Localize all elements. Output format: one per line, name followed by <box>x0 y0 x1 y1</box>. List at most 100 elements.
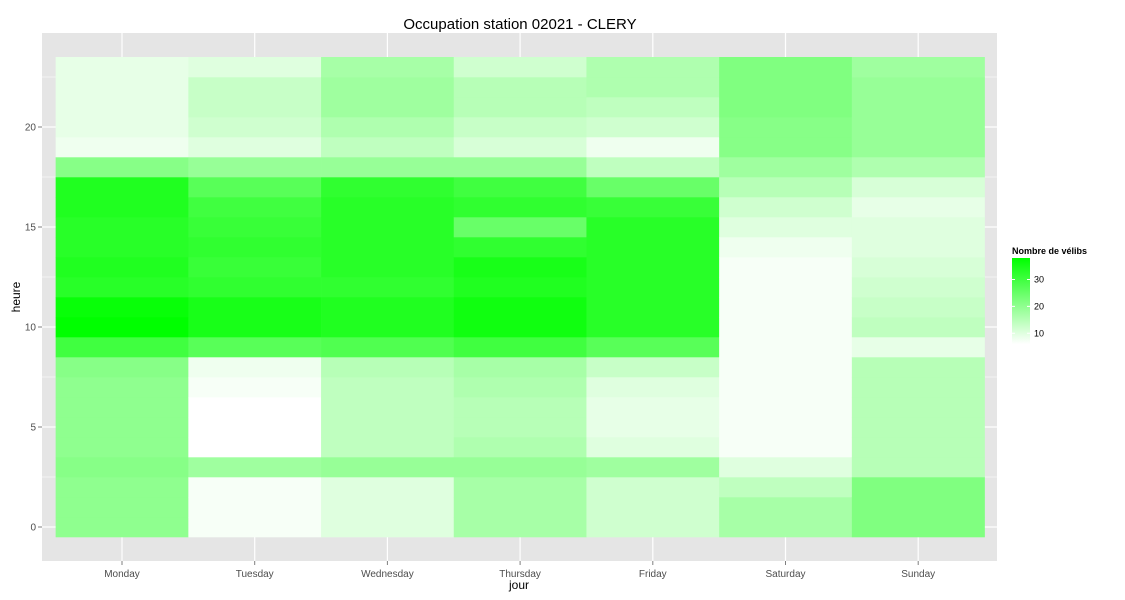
y-axis: 0 5 10 15 20 <box>25 123 42 534</box>
heatmap-cell <box>188 217 322 238</box>
heatmap-cell <box>453 157 587 178</box>
heatmap-cell <box>719 117 853 138</box>
heatmap-cell <box>321 417 455 438</box>
heatmap-cell <box>55 117 189 138</box>
heatmap-cell <box>453 197 587 218</box>
heatmap-cell <box>55 237 189 258</box>
y-tick-label: 5 <box>30 423 36 434</box>
heatmap-cell <box>321 217 455 238</box>
heatmap-cell <box>453 317 587 338</box>
heatmap-cell <box>321 297 455 318</box>
heatmap-cell <box>55 337 189 358</box>
heatmap-cell <box>453 497 587 518</box>
heatmap-cell <box>719 237 853 258</box>
heatmap-cell <box>55 457 189 478</box>
heatmap-cell <box>188 397 322 418</box>
y-axis-title: heure <box>9 281 23 312</box>
heatmap-cell <box>586 257 720 278</box>
heatmap-cell <box>55 517 189 538</box>
heatmap-cell <box>188 417 322 438</box>
heatmap-cell <box>188 437 322 458</box>
heatmap-cell <box>188 317 322 338</box>
heatmap-cell <box>719 497 853 518</box>
heatmap-cell <box>586 217 720 238</box>
heatmap-cell <box>851 477 985 498</box>
heatmap-cell <box>321 137 455 158</box>
heatmap-cell <box>586 117 720 138</box>
heatmap-cell <box>586 157 720 178</box>
heatmap-cell <box>321 197 455 218</box>
heatmap-cell <box>719 57 853 78</box>
heatmap-cells <box>55 57 985 538</box>
chart-title: Occupation station 02021 - CLERY <box>403 16 636 33</box>
heatmap-cell <box>453 177 587 198</box>
heatmap-cell <box>453 517 587 538</box>
heatmap-cell <box>851 357 985 378</box>
heatmap-cell <box>586 317 720 338</box>
heatmap-cell <box>55 257 189 278</box>
heatmap-cell <box>851 457 985 478</box>
heatmap-cell <box>719 137 853 158</box>
heatmap-cell <box>453 417 587 438</box>
heatmap-cell <box>321 257 455 278</box>
heatmap-cell <box>851 517 985 538</box>
heatmap-cell <box>321 397 455 418</box>
x-axis-title: jour <box>508 578 529 592</box>
heatmap-cell <box>55 77 189 98</box>
heatmap-cell <box>851 137 985 158</box>
x-tick-label: Tuesday <box>236 569 274 580</box>
heatmap-cell <box>188 497 322 518</box>
heatmap-cell <box>188 257 322 278</box>
heatmap-cell <box>453 297 587 318</box>
heatmap-cell <box>586 497 720 518</box>
heatmap-cell <box>188 457 322 478</box>
heatmap-cell <box>55 217 189 238</box>
heatmap-cell <box>188 137 322 158</box>
legend-tick-label: 20 <box>1034 301 1044 311</box>
heatmap-cell <box>586 297 720 318</box>
heatmap-cell <box>851 317 985 338</box>
heatmap-cell <box>321 457 455 478</box>
heatmap-cell <box>851 297 985 318</box>
heatmap-cell <box>851 57 985 78</box>
heatmap-cell <box>453 57 587 78</box>
heatmap-cell <box>586 357 720 378</box>
heatmap-cell <box>719 297 853 318</box>
heatmap-cell <box>188 197 322 218</box>
heatmap-cell <box>719 477 853 498</box>
heatmap-cell <box>321 77 455 98</box>
heatmap-cell <box>188 297 322 318</box>
heatmap-cell <box>851 117 985 138</box>
heatmap-cell <box>55 57 189 78</box>
heatmap-cell <box>453 357 587 378</box>
x-tick-label: Sunday <box>901 569 935 580</box>
heatmap-cell <box>851 177 985 198</box>
heatmap-cell <box>321 317 455 338</box>
x-tick-label: Wednesday <box>361 569 414 580</box>
heatmap-cell <box>719 197 853 218</box>
heatmap-cell <box>321 97 455 118</box>
heatmap-cell <box>586 237 720 258</box>
heatmap-cell <box>453 457 587 478</box>
x-tick-label: Friday <box>639 569 667 580</box>
y-tick-label: 15 <box>25 223 37 234</box>
legend-tick-label: 10 <box>1034 328 1044 338</box>
heatmap-cell <box>188 477 322 498</box>
heatmap-cell <box>55 97 189 118</box>
heatmap-cell <box>851 417 985 438</box>
heatmap-cell <box>719 417 853 438</box>
heatmap-cell <box>719 397 853 418</box>
heatmap-cell <box>453 77 587 98</box>
heatmap-cell <box>453 277 587 298</box>
heatmap-cell <box>55 437 189 458</box>
heatmap-cell <box>851 437 985 458</box>
heatmap-cell <box>851 397 985 418</box>
heatmap-cell <box>453 337 587 358</box>
heatmap-cell <box>321 337 455 358</box>
x-axis: Monday Tuesday Wednesday Thursday Friday Satu… <box>104 561 935 580</box>
heatmap-cell <box>55 297 189 318</box>
heatmap-cell <box>188 177 322 198</box>
heatmap-cell <box>586 197 720 218</box>
heatmap-cell <box>188 277 322 298</box>
